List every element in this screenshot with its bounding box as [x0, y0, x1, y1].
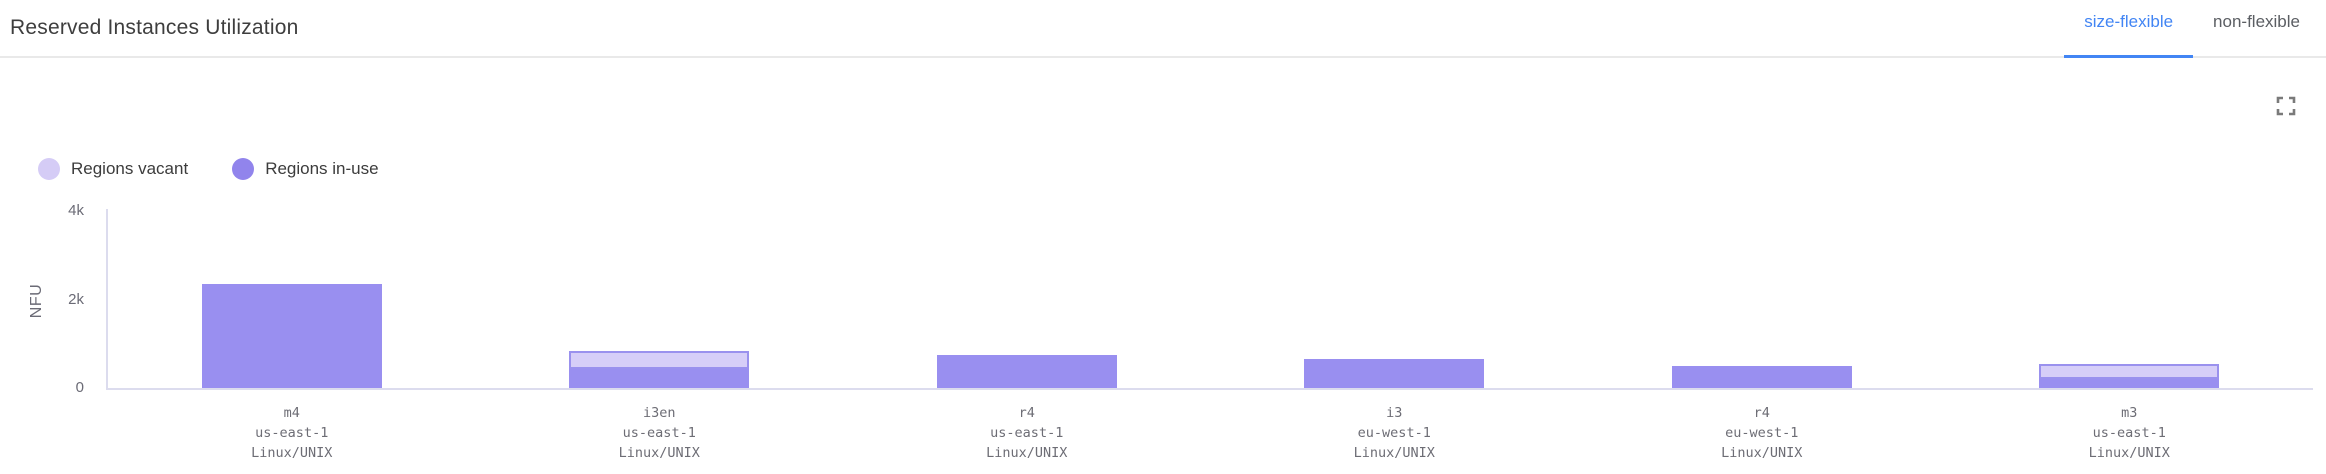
bar-column: m3 us-east-1 Linux/UNIX — [1946, 209, 2314, 461]
bar-column: m4 us-east-1 Linux/UNIX — [108, 209, 476, 461]
bar-segment-regions-in-use[interactable] — [569, 368, 750, 388]
y-axis-ticks: 0 2k 4k — [68, 202, 2313, 396]
tab-non-flexible[interactable]: non-flexible — [2213, 12, 2300, 31]
plot-area: 0 2k 4k m4 us-east-1 Linux/UNIX i3en us-east-1… — [68, 202, 2314, 461]
y-tick-label: 0 — [75, 379, 84, 396]
fullscreen-expand-icon — [2276, 96, 2296, 116]
tab-size-flexible[interactable]: size-flexible — [2064, 0, 2193, 58]
bar-stack[interactable] — [936, 354, 1117, 388]
category-label: m3 us-east-1 Linux/UNIX — [2088, 405, 2170, 461]
bar-segment-regions-in-use[interactable] — [2039, 379, 2220, 388]
legend-label: Regions in-use — [265, 159, 379, 178]
card-header: Reserved Instances Utilization size-flex… — [0, 0, 2326, 58]
bar-stack[interactable] — [1304, 359, 1485, 388]
bar-stack[interactable] — [569, 350, 750, 388]
bar-stack[interactable] — [201, 284, 382, 388]
bar-segment-regions-vacant[interactable] — [569, 350, 750, 369]
category-label: m4 us-east-1 Linux/UNIX — [251, 405, 333, 461]
y-axis-title: NFU — [28, 283, 45, 319]
chart-legend: Regions vacant Regions in-use — [38, 158, 379, 180]
bar-stack[interactable] — [1671, 365, 1852, 388]
bar-segment-regions-vacant[interactable] — [2039, 364, 2220, 380]
bar-column: r4 us-east-1 Linux/UNIX — [843, 209, 1211, 461]
bar-column: i3en us-east-1 Linux/UNIX — [476, 209, 844, 461]
y-tick-label: 4k — [68, 202, 84, 219]
bar-segment-regions-in-use[interactable] — [1671, 365, 1852, 388]
legend-label: Regions vacant — [71, 159, 189, 178]
category-label: r4 eu-west-1 Linux/UNIX — [1721, 405, 1803, 461]
page-title: Reserved Instances Utilization — [10, 16, 299, 39]
bar-segment-regions-in-use[interactable] — [1304, 359, 1485, 388]
tab-bar: size-flexible non-flexible — [2064, 0, 2326, 58]
y-tick-label: 2k — [68, 290, 84, 308]
bar-segment-regions-in-use[interactable] — [936, 354, 1117, 388]
fullscreen-icon[interactable] — [2272, 92, 2300, 120]
bar-segment-regions-in-use[interactable] — [201, 284, 382, 388]
category-label: r4 us-east-1 Linux/UNIX — [986, 405, 1068, 461]
legend-dot-vacant — [38, 158, 60, 180]
bar-column: i3 eu-west-1 Linux/UNIX — [1211, 209, 1579, 461]
category-label: i3en us-east-1 Linux/UNIX — [618, 405, 700, 461]
bar-columns: m4 us-east-1 Linux/UNIX i3en us-east-1 Linux/… — [108, 209, 2314, 461]
legend-item-regions-in-use[interactable]: Regions in-use — [232, 158, 379, 180]
legend-item-regions-vacant[interactable]: Regions vacant — [38, 158, 188, 180]
category-label: i3 eu-west-1 Linux/UNIX — [1353, 405, 1435, 461]
bar-column: r4 eu-west-1 Linux/UNIX — [1578, 209, 1946, 461]
bar-stack[interactable] — [2039, 364, 2220, 388]
legend-dot-in-use — [232, 158, 255, 180]
